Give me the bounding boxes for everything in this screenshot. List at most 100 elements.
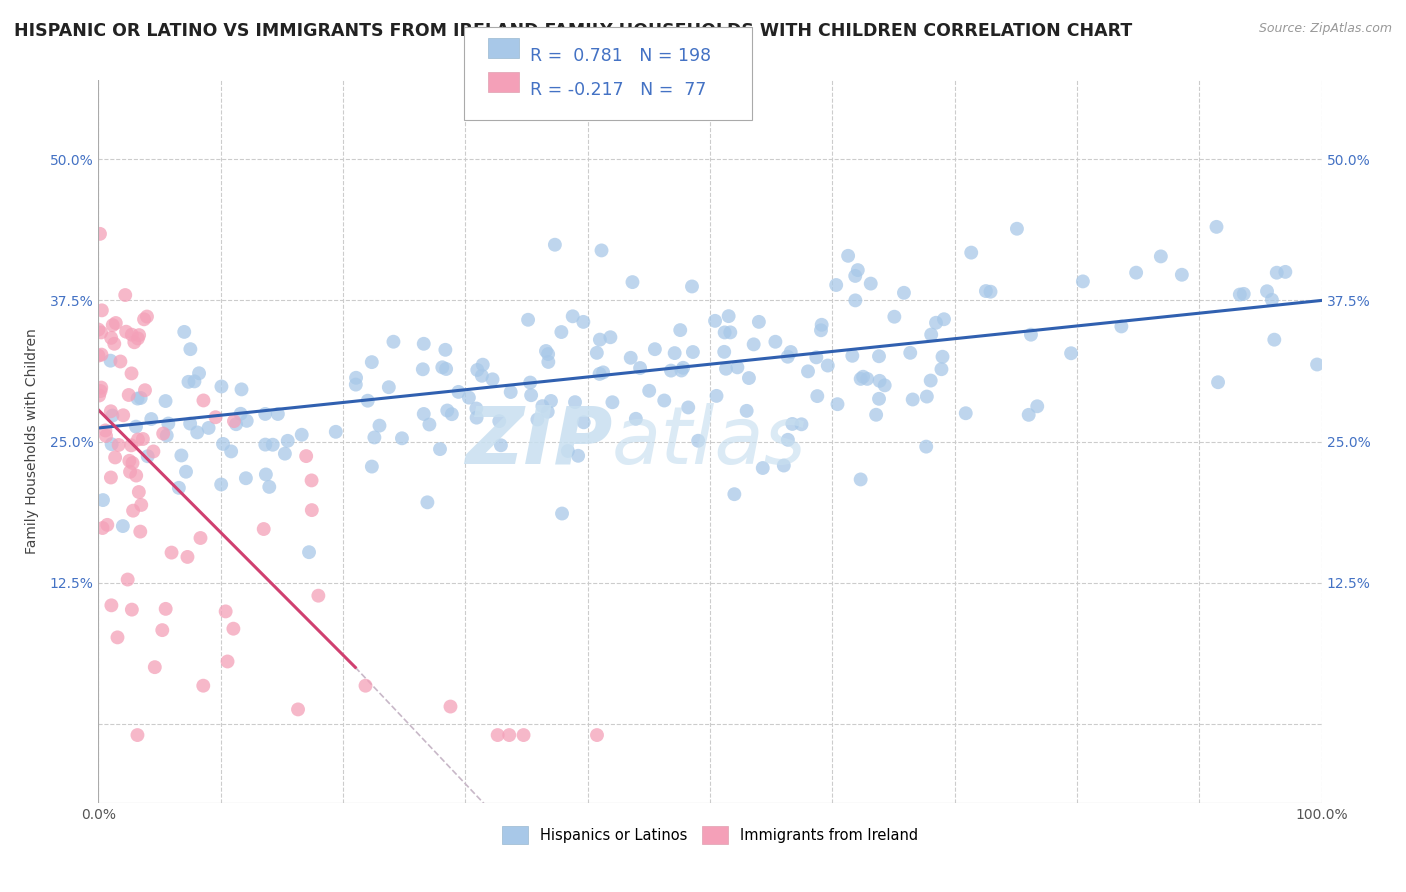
Point	[512, 728, 534, 742]
Point	[90, 303, 112, 318]
Point	[704, 314, 727, 328]
Point	[301, 503, 323, 517]
Point	[489, 438, 512, 452]
Point	[659, 363, 682, 377]
Point	[156, 428, 179, 442]
Point	[488, 414, 510, 428]
Point	[104, 450, 127, 465]
Point	[354, 679, 377, 693]
Point	[671, 363, 693, 377]
Point	[669, 323, 692, 337]
Point	[567, 449, 589, 463]
Point	[681, 279, 703, 293]
Point	[955, 406, 977, 420]
Point	[173, 325, 195, 339]
Point	[979, 285, 1001, 299]
Point	[797, 364, 820, 378]
Point	[932, 312, 955, 326]
Point	[572, 315, 595, 329]
Point	[869, 374, 891, 388]
Point	[209, 379, 232, 393]
Point	[87, 349, 110, 363]
Point	[717, 309, 740, 323]
Point	[141, 412, 163, 426]
Point	[360, 459, 382, 474]
Point	[155, 602, 177, 616]
Point	[782, 417, 804, 431]
Point	[204, 410, 226, 425]
Point	[519, 376, 541, 390]
Point	[129, 524, 152, 539]
Point	[856, 372, 879, 386]
Legend: Hispanics or Latinos, Immigrants from Ireland: Hispanics or Latinos, Immigrants from Ir…	[496, 821, 924, 850]
Point	[94, 424, 117, 438]
Point	[101, 409, 124, 423]
Point	[107, 438, 129, 452]
Point	[652, 393, 675, 408]
Point	[825, 278, 848, 293]
Point	[841, 349, 863, 363]
Point	[112, 409, 135, 423]
Point	[259, 480, 281, 494]
Point	[1274, 265, 1296, 279]
Point	[254, 467, 277, 482]
Point	[439, 699, 461, 714]
Point	[499, 384, 522, 399]
Point	[412, 336, 434, 351]
Point	[837, 249, 859, 263]
Point	[219, 444, 242, 458]
Point	[150, 623, 173, 637]
Point	[592, 365, 614, 379]
Point	[465, 410, 488, 425]
Point	[344, 371, 367, 385]
Point	[624, 412, 647, 426]
Point	[772, 458, 794, 473]
Point	[295, 449, 318, 463]
Point	[103, 336, 125, 351]
Point	[551, 507, 574, 521]
Point	[457, 391, 479, 405]
Point	[90, 380, 112, 394]
Point	[776, 350, 799, 364]
Point	[174, 465, 197, 479]
Point	[115, 325, 138, 339]
Point	[100, 404, 122, 418]
Point	[706, 389, 728, 403]
Point	[572, 415, 595, 429]
Point	[806, 351, 828, 365]
Point	[974, 284, 997, 298]
Point	[628, 361, 651, 376]
Point	[844, 293, 866, 308]
Point	[118, 465, 141, 479]
Point	[127, 392, 149, 406]
Point	[1005, 221, 1028, 235]
Point	[118, 454, 141, 468]
Point	[100, 599, 122, 613]
Point	[262, 438, 284, 452]
Point	[920, 374, 942, 388]
Point	[810, 323, 832, 337]
Point	[915, 390, 938, 404]
Point	[307, 589, 329, 603]
Point	[1060, 346, 1083, 360]
Point	[90, 384, 112, 398]
Point	[222, 622, 245, 636]
Point	[229, 407, 252, 421]
Point	[544, 237, 567, 252]
Point	[170, 449, 193, 463]
Point	[865, 408, 887, 422]
Point	[277, 434, 299, 448]
Point	[418, 417, 440, 432]
Point	[1263, 333, 1285, 347]
Point	[1229, 287, 1251, 301]
Point	[718, 326, 741, 340]
Point	[540, 394, 562, 409]
Point	[129, 391, 152, 405]
Point	[124, 335, 146, 350]
Point	[790, 417, 813, 432]
Point	[776, 433, 799, 447]
Point	[363, 430, 385, 444]
Point	[806, 389, 828, 403]
Point	[121, 456, 143, 470]
Point	[193, 393, 215, 408]
